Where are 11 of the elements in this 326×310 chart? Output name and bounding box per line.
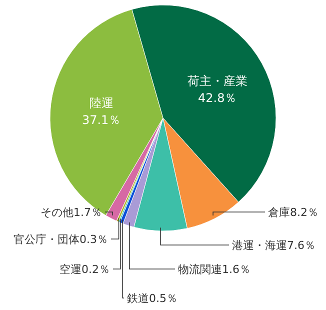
slice-label: 倉庫8.2％	[268, 206, 318, 219]
slice-label: 陸運	[89, 96, 114, 110]
slice-label: その他1.7％	[40, 206, 102, 219]
slice-label: 鉄道0.5％	[127, 292, 178, 305]
data-label: 42.8％	[198, 90, 237, 105]
slice-label: 物流関連1.6％	[178, 263, 250, 276]
slice-label: 空運0.2％	[60, 263, 110, 276]
slice-label: 官公庁・団体0.3％	[14, 233, 108, 246]
slice-label: 港運・海運7.6％	[232, 239, 316, 252]
data-label: 37.1％	[82, 113, 121, 128]
slice-label: 荷主・産業	[187, 74, 248, 88]
